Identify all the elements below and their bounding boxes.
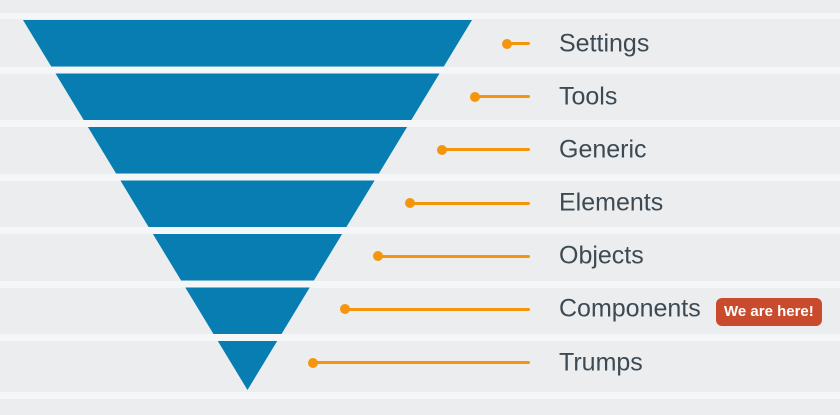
row-separator bbox=[0, 334, 840, 341]
level-label-trumps: Trumps bbox=[559, 348, 643, 376]
connector-line bbox=[377, 254, 530, 258]
funnel-layer-objects bbox=[152, 234, 343, 281]
row-separator bbox=[0, 66, 840, 74]
we-are-here-badge: We are here! bbox=[716, 298, 822, 326]
row-separator bbox=[0, 173, 840, 181]
funnel-layer-trumps bbox=[217, 341, 278, 390]
connector-line bbox=[345, 307, 530, 311]
connector-line bbox=[474, 95, 530, 99]
funnel-layer-tools bbox=[55, 73, 440, 120]
level-label-settings: Settings bbox=[559, 29, 650, 57]
funnel-layer-generic bbox=[87, 127, 408, 174]
level-label-components: Components bbox=[559, 294, 701, 323]
row-separator bbox=[0, 13, 840, 19]
connector-line bbox=[442, 148, 530, 152]
connector-line bbox=[409, 201, 530, 205]
row-separator bbox=[0, 227, 840, 234]
level-label-elements: Elements bbox=[559, 188, 664, 217]
connector-line bbox=[506, 42, 530, 45]
level-label-objects: Objects bbox=[559, 241, 644, 270]
funnel-layer-components bbox=[185, 287, 310, 334]
row-separator bbox=[0, 280, 840, 288]
funnel-layer-elements bbox=[120, 180, 375, 227]
connector-line bbox=[313, 361, 530, 364]
funnel-layer-settings bbox=[23, 20, 472, 67]
row-separator bbox=[0, 120, 840, 127]
level-label-generic: Generic bbox=[559, 135, 647, 164]
level-label-tools: Tools bbox=[559, 82, 618, 111]
row-separator bbox=[0, 391, 840, 399]
